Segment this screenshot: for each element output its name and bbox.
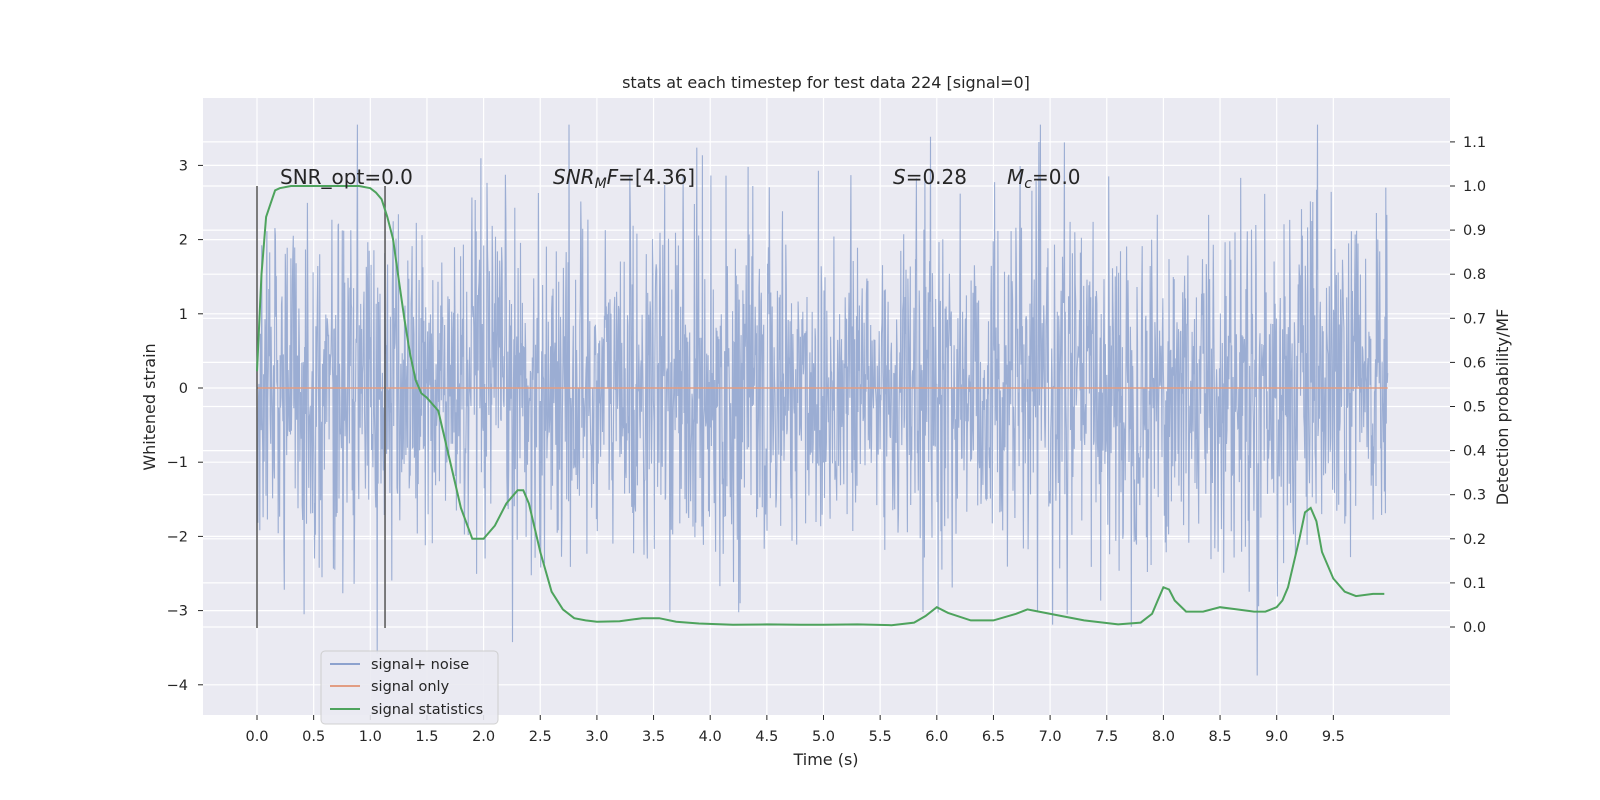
legend-label-signal-only: signal only	[371, 679, 450, 695]
right-y-axis-label: Detection probability/MF	[1493, 309, 1512, 506]
right-y-tick-label: 0.9	[1463, 223, 1486, 239]
right-y-tick-labels: 1.1 1.0 0.9 0.8 0.7 0.6 0.5 0.4 0.3 0.2 0.1 0.0	[1450, 135, 1486, 636]
x-tick-label: 9.0	[1265, 729, 1288, 745]
signal-plus-noise-line	[256, 124, 1389, 676]
x-tick-label: 5.5	[869, 729, 892, 745]
right-y-tick-label: 0.0	[1463, 620, 1486, 636]
x-tick-label: 0.5	[302, 729, 325, 745]
x-tick-label: 2.5	[529, 729, 552, 745]
x-tick-label: 4.5	[755, 729, 778, 745]
legend-label-signal-statistics: signal statistics	[371, 702, 483, 718]
s-symbol: S	[893, 165, 906, 189]
y-tick-label: −1	[167, 455, 188, 471]
x-tick-label: 3.5	[642, 729, 665, 745]
mc-symbol: M	[1007, 165, 1024, 189]
right-y-tick-label: 0.5	[1463, 400, 1486, 416]
right-y-tick-label: 0.8	[1463, 267, 1486, 283]
right-y-tick-label: 0.6	[1463, 355, 1486, 371]
x-tick-label: 3.0	[585, 729, 608, 745]
right-y-tick-label: 0.4	[1463, 444, 1486, 460]
x-tick-label: 8.0	[1152, 729, 1175, 745]
y-tick-label: −4	[167, 678, 188, 694]
x-tick-label: 6.0	[925, 729, 948, 745]
mc-annotation: Mc=0.0	[1007, 165, 1081, 192]
y-tick-labels: 3 2 1 0 −1 −2 −3 −4	[167, 158, 203, 694]
x-tick-label: 7.0	[1039, 729, 1062, 745]
x-tick-label: 8.5	[1209, 729, 1232, 745]
y-tick-label: 1	[179, 307, 188, 323]
x-tick-labels: 0.0 0.5 1.0 1.5 2.0 2.5 3.0 3.5 4.0 4.5 5.0 5.5 6.0 6…	[245, 715, 1345, 745]
right-y-tick-label: 1.1	[1463, 135, 1486, 151]
snr-mf-prefix: SNR	[553, 165, 595, 189]
x-axis-label: Time (s)	[792, 750, 858, 769]
right-y-tick-label: 0.7	[1463, 311, 1486, 327]
snr-mf-subscript: M	[595, 176, 607, 192]
right-y-tick-label: 0.3	[1463, 488, 1486, 504]
y-tick-label: −3	[167, 604, 188, 620]
chart-title: stats at each timestep for test data 224…	[622, 73, 1030, 92]
x-tick-label: 5.0	[812, 729, 835, 745]
legend-box	[320, 650, 499, 725]
snr-mf-value: =[4.36]	[618, 165, 695, 189]
window-markers	[256, 186, 386, 628]
legend: signal+ noise signal only signal statist…	[320, 650, 499, 725]
snr-mf-annotation: SNRMF=[4.36]	[553, 165, 695, 192]
right-y-tick-label: 0.1	[1463, 576, 1486, 592]
x-tick-label: 6.5	[982, 729, 1005, 745]
signal-plus-noise-series	[256, 124, 1389, 676]
s-value: =0.28	[906, 165, 967, 189]
x-tick-label: 7.5	[1095, 729, 1118, 745]
x-tick-label: 1.5	[415, 729, 438, 745]
signal-statistics-series	[256, 185, 1385, 627]
right-y-tick-label: 0.2	[1463, 532, 1486, 548]
y-tick-label: 0	[179, 381, 188, 397]
x-tick-label: 1.0	[359, 729, 382, 745]
y-tick-label: −2	[167, 529, 188, 545]
s-annotation: S=0.28	[893, 165, 967, 189]
y-tick-label: 2	[179, 233, 188, 249]
x-tick-label: 0.0	[245, 729, 268, 745]
mc-subscript: c	[1024, 176, 1032, 192]
mc-value: =0.0	[1032, 165, 1081, 189]
legend-label-signal-plus-noise: signal+ noise	[371, 657, 469, 673]
y-axis-label: Whitened strain	[140, 343, 159, 470]
snr-opt-annotation: SNR_opt=0.0	[280, 165, 413, 189]
right-y-tick-label: 1.0	[1463, 179, 1486, 195]
snr-mf-f: F	[607, 165, 619, 189]
x-tick-label: 2.0	[472, 729, 495, 745]
y-tick-label: 3	[179, 158, 188, 174]
x-tick-label: 9.5	[1322, 729, 1345, 745]
x-tick-label: 4.0	[699, 729, 722, 745]
